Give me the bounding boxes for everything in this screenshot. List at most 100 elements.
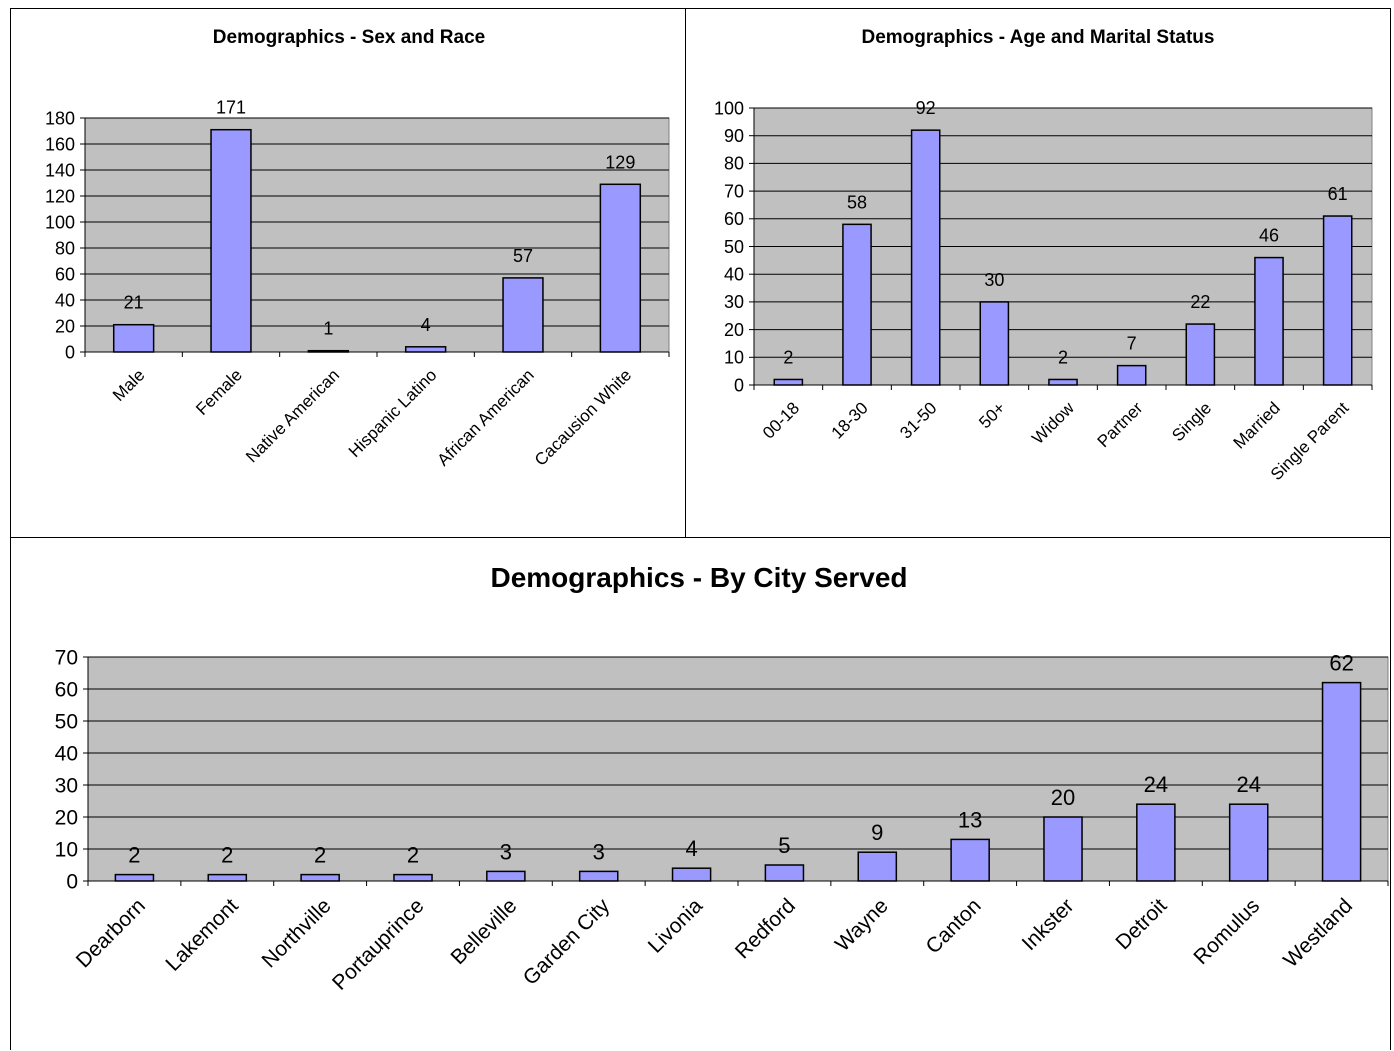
data-label: 5 — [778, 833, 790, 858]
y-tick-label: 60 — [55, 264, 75, 284]
y-tick-label: 180 — [45, 108, 75, 128]
x-tick-label: 18-30 — [828, 398, 872, 442]
y-tick-label: 40 — [724, 265, 744, 285]
y-tick-label: 20 — [55, 806, 78, 829]
bar-18-30 — [842, 223, 872, 386]
bar-married — [1254, 256, 1284, 386]
bar-dearborn — [114, 873, 155, 882]
bar-garden-city — [578, 870, 619, 882]
y-tick-label: 30 — [724, 292, 744, 312]
x-tick-label: Cacausion White — [531, 365, 635, 469]
x-tick-label: Wayne — [831, 894, 893, 956]
x-tick-label: Belleville — [447, 894, 522, 969]
y-tick-label: 80 — [724, 154, 744, 174]
y-tick-label: 50 — [724, 237, 744, 257]
chart-panel-city: Demographics - By City Served 0 10 20 30 40 5… — [10, 537, 1391, 1050]
x-tick-label: 50+ — [975, 398, 1009, 432]
y-tick-label: 70 — [724, 181, 744, 201]
x-tick-label: Canton — [922, 894, 986, 958]
chart-panel-age-marital: Demographics - Age and Marital Status 0 1… — [685, 8, 1391, 538]
x-tick-label: 00-18 — [759, 398, 803, 442]
x-tick-label: Westland — [1279, 894, 1357, 972]
chart-title: Demographics - Sex and Race — [213, 27, 485, 48]
bar-portauprince — [393, 873, 433, 882]
x-tick-label: Dearborn — [72, 894, 150, 972]
bar-lakemont — [207, 873, 248, 882]
data-label: 20 — [1051, 785, 1075, 810]
data-label: 2 — [1058, 347, 1068, 367]
bar-50- — [979, 301, 1010, 386]
y-tick-label: 60 — [55, 678, 78, 701]
bar-widow — [1048, 378, 1078, 386]
y-tick-label: 60 — [724, 209, 744, 229]
x-tick-label: Partner — [1094, 398, 1147, 451]
data-label: 62 — [1329, 651, 1353, 676]
data-label: 4 — [685, 836, 697, 861]
y-tick-label: 40 — [55, 742, 78, 765]
bar-hispanic-latino — [404, 346, 447, 353]
y-tick-label: 100 — [45, 212, 75, 232]
data-label: 2 — [783, 347, 793, 367]
x-tick-label: Inkster — [1018, 894, 1079, 955]
x-tick-label: African American — [434, 365, 538, 469]
x-tick-label: Romulus — [1189, 894, 1264, 969]
bar-cacausion-white — [599, 183, 642, 353]
data-label: 22 — [1190, 292, 1210, 312]
data-label: 1 — [323, 319, 333, 339]
x-tick-label: Garden City — [519, 894, 615, 990]
bar-wayne — [857, 851, 898, 882]
x-tick-label: Hispanic Latino — [345, 365, 441, 461]
y-tick-label: 30 — [55, 774, 78, 797]
data-label: 9 — [871, 820, 883, 845]
data-label: 4 — [421, 315, 431, 335]
y-tick-label: 0 — [65, 342, 75, 362]
data-label: 2 — [221, 843, 233, 868]
bar-livonia — [671, 867, 712, 882]
x-tick-label: Native American — [242, 365, 343, 466]
bar-african-american — [502, 277, 544, 353]
y-tick-label: 120 — [45, 186, 75, 206]
bar-male — [112, 323, 155, 353]
x-tick-label: Female — [192, 365, 246, 419]
y-tick-label: 20 — [724, 320, 744, 340]
bar-native-american — [307, 349, 350, 353]
data-label: 2 — [407, 843, 419, 868]
x-tick-label: Male — [109, 365, 148, 404]
x-tick-label: Portauprince — [328, 894, 428, 994]
y-tick-label: 100 — [714, 98, 744, 118]
bar-romulus — [1228, 803, 1269, 882]
y-tick-label: 10 — [724, 348, 744, 368]
x-tick-label: Widow — [1028, 398, 1078, 448]
x-tick-label: Livonia — [644, 894, 708, 958]
chart-city: Demographics - By City Served 0 10 20 30 40 5… — [55, 562, 1389, 995]
data-label: 2 — [128, 843, 140, 868]
bar-inkster — [1043, 816, 1083, 882]
y-tick-label: 20 — [55, 316, 75, 336]
data-label: 24 — [1144, 772, 1168, 797]
bar-northville — [300, 873, 340, 882]
y-tick-label: 50 — [55, 710, 78, 733]
x-tick-label: Single — [1168, 398, 1215, 445]
data-label: 58 — [847, 192, 867, 212]
plot-area — [84, 117, 670, 353]
bar-canton — [950, 838, 990, 882]
data-label: 92 — [916, 98, 936, 118]
y-tick-label: 140 — [45, 160, 75, 180]
y-tick-label: 160 — [45, 134, 75, 154]
chart-panel-sex-race: Demographics - Sex and Race 0 20 40 60 80 100… — [10, 8, 686, 538]
bar-redford — [764, 864, 805, 882]
plot-area — [87, 656, 1389, 882]
chart-age-marital: Demographics - Age and Marital Status 0 1… — [714, 27, 1373, 484]
y-tick-label: 80 — [55, 238, 75, 258]
data-label: 3 — [593, 839, 605, 864]
chart-title: Demographics - By City Served — [490, 562, 907, 593]
data-label: 57 — [513, 246, 533, 266]
y-tick-label: 0 — [734, 375, 744, 395]
x-tick-label: Lakemont — [161, 894, 243, 976]
data-label: 61 — [1328, 184, 1348, 204]
data-label: 24 — [1236, 772, 1260, 797]
y-tick-label: 90 — [724, 126, 744, 146]
y-tick-label: 40 — [55, 290, 75, 310]
x-tick-label: Redford — [731, 894, 800, 963]
x-tick-label: Married — [1230, 398, 1284, 452]
